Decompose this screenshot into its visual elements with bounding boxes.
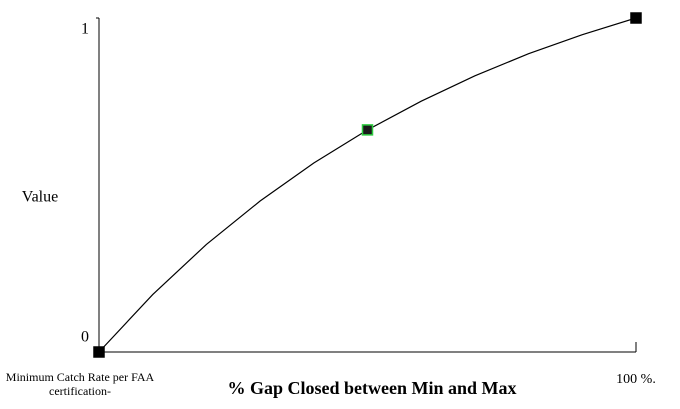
value-curve <box>98 17 637 353</box>
point-marker <box>93 346 105 358</box>
x-axis-label: % Gap Closed between Min and Max <box>227 378 516 398</box>
x-tick-label: Minimum Catch Rate per FAA certification… <box>5 370 155 398</box>
point-marker <box>361 124 374 136</box>
y-tick-label: 1 <box>81 21 89 38</box>
point-marker <box>630 12 642 24</box>
x-tick-label: 100 %. <box>616 372 656 387</box>
y-tick-label: 0 <box>81 329 89 346</box>
y-axis-label: Value <box>22 189 58 206</box>
